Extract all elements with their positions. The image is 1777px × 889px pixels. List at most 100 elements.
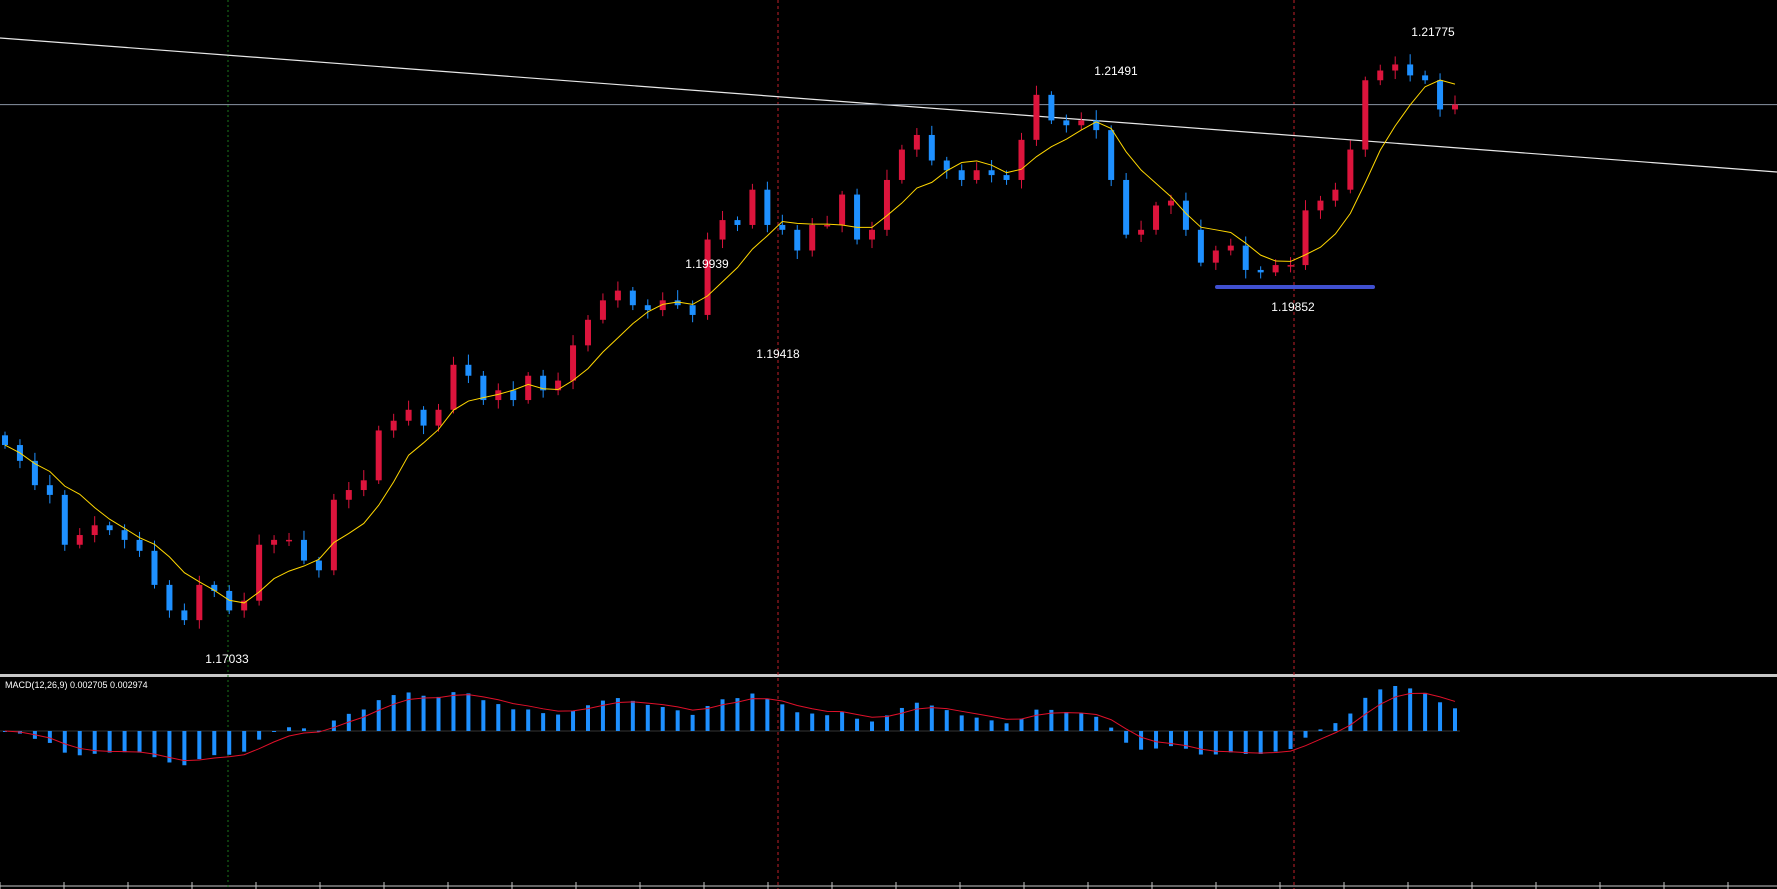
- macd-histogram-bar: [765, 698, 770, 731]
- macd-histogram-bar: [735, 698, 740, 731]
- macd-histogram-bar: [1094, 716, 1099, 731]
- macd-histogram-bar: [675, 710, 680, 731]
- moving-average-line: [4, 79, 1456, 604]
- macd-histogram-bar: [1034, 709, 1039, 731]
- macd-histogram-bar: [421, 695, 426, 731]
- macd-histogram-bar: [1049, 709, 1054, 731]
- macd-histogram-bar: [361, 709, 366, 731]
- candle-bull: [883, 179, 890, 230]
- candle-bull: [1078, 120, 1085, 126]
- macd-histogram-bar: [331, 720, 336, 731]
- candle-bear: [1437, 80, 1444, 110]
- candle-bull: [91, 525, 98, 536]
- candle-bull: [704, 239, 711, 315]
- candle-bull: [256, 544, 263, 601]
- candle-bull: [570, 345, 577, 381]
- annotation-high-right: 1.21775: [1411, 25, 1455, 39]
- macd-histogram-bar: [1154, 731, 1159, 749]
- candle-bear: [928, 134, 935, 161]
- candle-bear: [854, 194, 861, 240]
- macd-histogram-bar: [77, 731, 82, 756]
- candle-bear: [734, 220, 741, 225]
- macd-histogram-bar: [1243, 731, 1248, 754]
- candle-bear: [1197, 229, 1204, 263]
- macd-histogram-bar: [1228, 731, 1233, 753]
- candle-bear: [644, 305, 651, 311]
- candle-bear: [151, 550, 158, 585]
- candle-bull: [76, 535, 83, 545]
- macd-histogram-bar: [795, 712, 800, 731]
- macd-histogram-bar: [840, 712, 845, 731]
- macd-histogram-bar: [870, 721, 875, 731]
- candle-bull: [973, 170, 980, 180]
- macd-histogram-bar: [1064, 712, 1069, 731]
- macd-histogram-bar: [884, 715, 889, 731]
- macd-histogram-bar: [1273, 731, 1278, 752]
- macd-histogram-bar: [645, 704, 650, 731]
- macd-histogram-bar: [1168, 731, 1173, 747]
- macd-histogram-bar: [825, 715, 830, 731]
- candle-bear: [420, 409, 427, 426]
- candle-bull: [286, 539, 293, 542]
- candle-bull: [375, 430, 382, 481]
- macd-histogram-bar: [1333, 723, 1338, 731]
- candle-bull: [584, 319, 591, 346]
- candle-bear: [943, 160, 950, 171]
- macd-histogram-bar: [1303, 731, 1308, 738]
- macd-histogram-bar: [571, 710, 576, 731]
- macd-histogram-bar: [959, 715, 964, 731]
- candle-bull: [1212, 250, 1219, 263]
- annotation-low-left: 1.17033: [205, 652, 249, 666]
- candle-bull: [271, 539, 278, 545]
- candle-bull: [1347, 149, 1354, 190]
- macd-histogram-bar: [660, 707, 665, 731]
- candle-bull: [1317, 200, 1324, 211]
- macd-histogram-bar: [107, 731, 112, 753]
- candle-bull: [435, 409, 442, 426]
- candle-bull: [390, 420, 397, 431]
- candle-bear: [1063, 120, 1070, 126]
- candle-bull: [599, 300, 606, 320]
- candle-bear: [540, 375, 547, 391]
- macd-histogram-bar: [242, 731, 247, 752]
- macd-histogram-bar: [1124, 731, 1129, 743]
- candle-bear: [31, 460, 38, 486]
- candle-bull: [196, 584, 203, 621]
- candle-bear: [958, 170, 965, 180]
- macd-histogram-bar: [855, 718, 860, 731]
- macd-histogram-bar: [466, 693, 471, 731]
- candle-bull: [1452, 104, 1458, 110]
- macd-histogram-bar: [1213, 731, 1218, 755]
- macd-histogram-bar: [436, 696, 441, 731]
- macd-histogram-bar: [1288, 731, 1293, 749]
- candle-bull: [1362, 80, 1369, 150]
- candle-bear: [61, 494, 68, 545]
- candle-bear: [1422, 75, 1429, 81]
- macd-histogram-bar: [1109, 727, 1114, 731]
- candle-bull: [450, 364, 457, 410]
- macd-histogram-bar: [526, 709, 531, 731]
- candle-bear: [1257, 269, 1264, 273]
- candle-bear: [211, 584, 218, 591]
- candle-bull: [1018, 139, 1025, 180]
- macd-histogram-bar: [1408, 688, 1413, 731]
- macd-histogram-bar: [301, 728, 306, 731]
- candle-bear: [1242, 245, 1249, 270]
- macd-histogram-bar: [899, 707, 904, 731]
- macd-histogram-bar: [810, 713, 815, 731]
- candle-bull: [1167, 200, 1174, 206]
- candle-bull: [495, 390, 502, 401]
- candle-bear: [1108, 130, 1115, 180]
- macd-histogram-bar: [376, 700, 381, 731]
- macd-histogram-bar: [1393, 686, 1398, 731]
- macd-histogram-bar: [137, 731, 142, 753]
- macd-histogram-bar: [750, 693, 755, 731]
- macd-histogram-bar: [62, 731, 67, 753]
- candle-bull: [659, 300, 666, 311]
- macd-histogram-bar: [989, 720, 994, 731]
- candle-bull: [405, 409, 412, 421]
- macd-histogram-bar: [585, 705, 590, 731]
- candle-bull: [1227, 245, 1234, 251]
- macd-histogram-bar: [541, 713, 546, 731]
